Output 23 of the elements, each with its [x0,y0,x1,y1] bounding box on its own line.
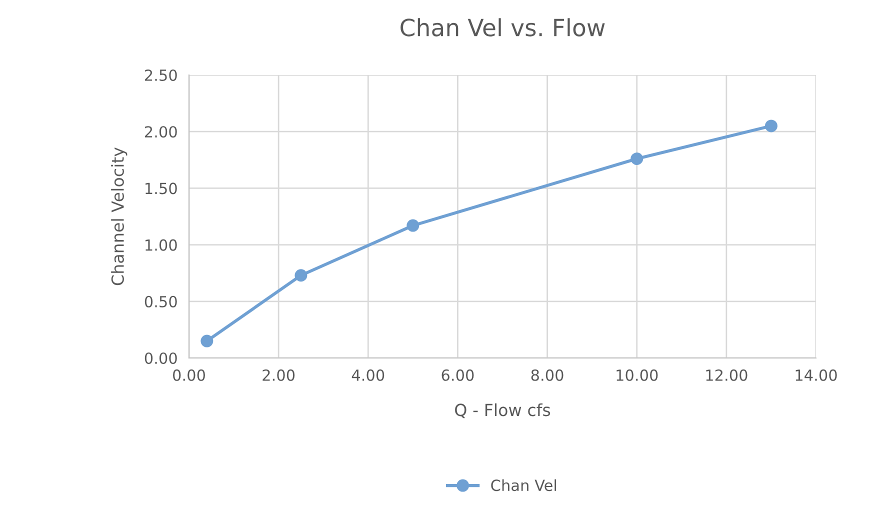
point [630,152,644,166]
y-tick-label: 1.50 [146,182,177,194]
x-tick-label: 6.00 [442,369,474,381]
legend-label: Chan Vel [491,479,556,492]
point [406,219,420,232]
y-tick-label: 0.50 [144,296,177,308]
x-tick-label: 12.00 [706,369,748,381]
x-axis-title: Q - Flow cfs [455,403,550,418]
y-tick-label: 1.00 [146,239,177,251]
y-tick-label: 0.00 [144,352,177,364]
chart-title: Chan Vel vs. Flow [400,18,605,36]
y-axis-title: Channel Velocity [111,147,128,286]
x-tick-label: 4.00 [352,369,384,381]
x-tick-label: 14.00 [796,369,837,381]
point [294,269,308,282]
point [200,334,214,348]
y-tick-label: 2.00 [144,126,177,138]
point [764,120,778,132]
x-tick-label: 2.00 [262,369,295,381]
y-tick-label: 2.50 [144,69,177,82]
x-tick-label: 0.00 [173,369,205,381]
x-tick-label: 8.00 [531,369,564,381]
x-tick-label: 10.00 [616,369,658,381]
